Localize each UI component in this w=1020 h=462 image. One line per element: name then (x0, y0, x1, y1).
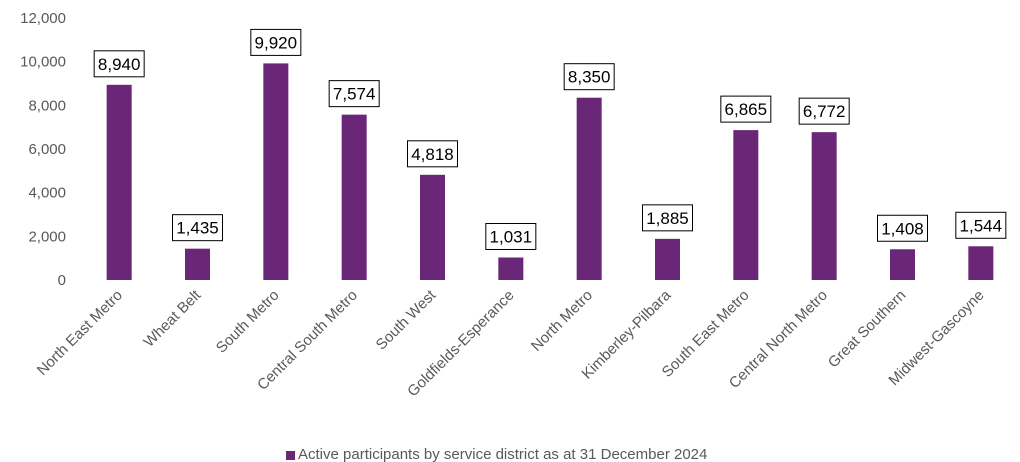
data-label: 6,772 (803, 102, 846, 121)
legend-label: Active participants by service district … (298, 446, 707, 462)
x-tick-label: North Metro (528, 287, 596, 355)
bar (576, 97, 602, 280)
data-label-box (720, 95, 772, 123)
bar (420, 174, 445, 280)
data-label: 1,544 (960, 216, 1003, 235)
data-label: 6,865 (725, 100, 768, 119)
y-tick-label: 6,000 (28, 141, 66, 158)
data-label-box (877, 214, 928, 242)
data-label: 1,435 (176, 219, 219, 238)
bar (890, 249, 915, 280)
x-tick-label: Great Southern (825, 287, 910, 372)
x-axis: North East Metro Wheat Belt South MetroCen… (34, 286, 988, 400)
data-label: 4,818 (411, 145, 454, 164)
data-label-box (407, 140, 458, 168)
data-label-box (93, 50, 145, 78)
data-label: 9,920 (255, 33, 298, 52)
y-tick-label: 10,000 (20, 54, 66, 71)
bar (341, 114, 367, 280)
x-tick-label: South West (373, 286, 440, 353)
bar (185, 248, 210, 280)
data-label-box (642, 204, 693, 232)
data-label-box (250, 28, 302, 56)
legend: Active participants by service district … (286, 446, 707, 462)
data-label: 7,574 (333, 85, 376, 104)
y-tick-label: 8,000 (28, 97, 66, 114)
bars (106, 63, 994, 281)
bar (498, 257, 524, 280)
legend-swatch (286, 451, 295, 460)
y-tick-label: 0 (58, 272, 66, 289)
x-tick-label: Wheat Belt (140, 286, 204, 350)
data-label-box (563, 63, 615, 91)
y-tick-label: 2,000 (28, 228, 66, 245)
bar (106, 84, 132, 280)
data-label-box (798, 97, 850, 125)
data-label: 1,885 (646, 209, 689, 228)
data-label: 1,408 (881, 219, 924, 238)
y-axis: 0 2,000 4,000 6,000 8,000 10,000 12,000 (20, 10, 66, 289)
data-label-box (328, 80, 380, 108)
data-label-box (172, 214, 223, 242)
bar (733, 130, 759, 280)
data-label: 1,031 (490, 227, 533, 246)
y-tick-label: 12,000 (20, 10, 66, 27)
data-label-box (955, 211, 1007, 239)
bar (655, 238, 680, 280)
y-tick-label: 4,000 (28, 185, 66, 202)
data-label: 8,940 (98, 55, 141, 74)
bar (968, 246, 994, 280)
bar (263, 63, 289, 281)
data-label: 8,350 (568, 68, 611, 87)
x-tick-label: South Metro (213, 287, 283, 357)
x-tick-label: North East Metro (34, 287, 126, 379)
data-label-box (485, 222, 537, 250)
bar (811, 132, 837, 280)
data-labels: 8,940 1,435 9,920 7,574 4,818 1,031 8,350 1,885… (93, 28, 1007, 250)
